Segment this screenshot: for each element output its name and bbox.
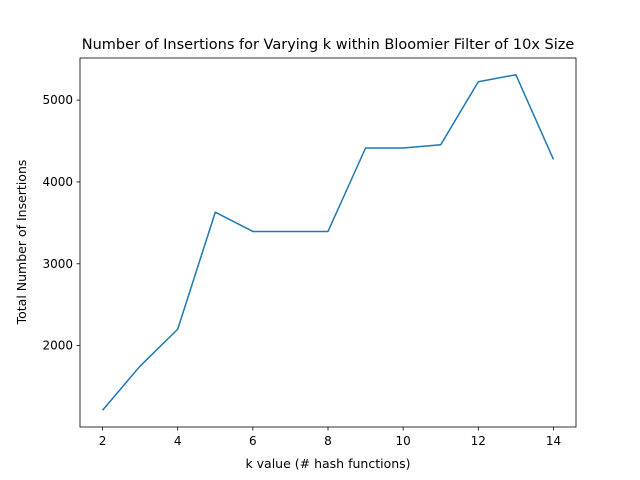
x-tick-label: 8 [324, 434, 332, 448]
x-axis-label: k value (# hash functions) [245, 456, 410, 471]
y-tick-label: 2000 [42, 339, 73, 353]
x-tick-label: 12 [471, 434, 486, 448]
plot-area: 2 4 6 8 10 12 14 2000 3000 4000 5000 [42, 57, 577, 448]
x-tick-label: 2 [99, 434, 107, 448]
series-line-0 [101, 74, 555, 411]
x-tick-label: 4 [174, 434, 182, 448]
x-tick-label: 14 [546, 434, 561, 448]
y-tick-label: 5000 [42, 93, 73, 107]
y-tick-label: 4000 [42, 175, 73, 189]
y-tick-label: 3000 [42, 257, 73, 271]
x-tick-label: 10 [396, 434, 411, 448]
chart-title: Number of Insertions for Varying k withi… [82, 37, 575, 53]
x-tick-label: 6 [249, 434, 257, 448]
y-axis-label: Total Number of Insertions [14, 160, 29, 326]
